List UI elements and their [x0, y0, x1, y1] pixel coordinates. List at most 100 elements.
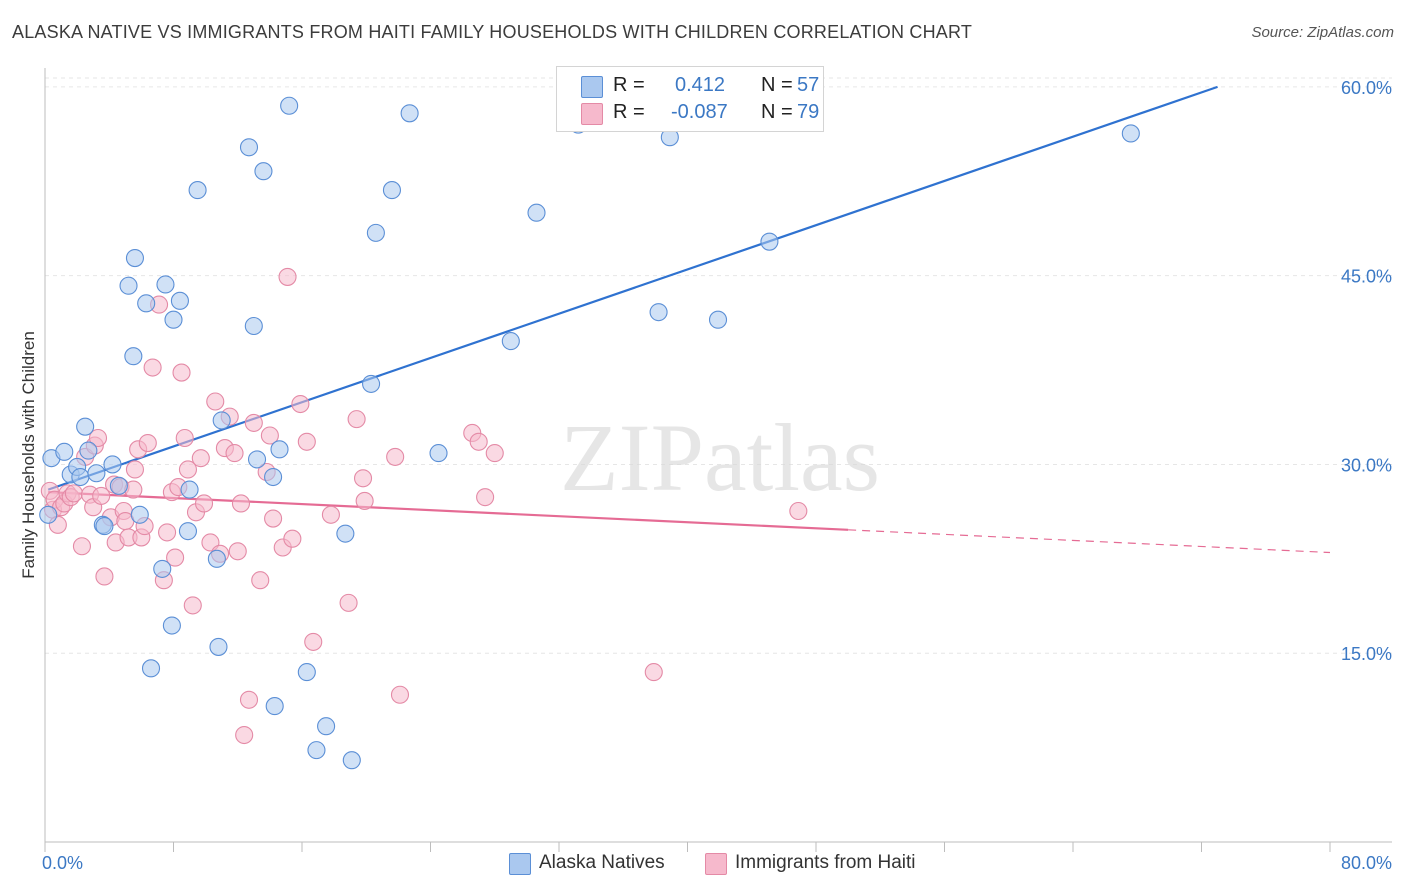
point-alaska-natives [87, 464, 106, 483]
point-alaska-natives [164, 310, 183, 329]
point-haiti [88, 428, 108, 448]
trend-line-haiti [48, 491, 849, 531]
point-alaska-natives [400, 104, 419, 123]
point-alaska-natives [297, 663, 316, 682]
legend-swatch-pink [581, 103, 603, 125]
point-haiti [95, 567, 114, 586]
legend-r-value: -0.087 [671, 101, 728, 123]
point-alaska-natives [39, 505, 58, 524]
point-haiti [476, 488, 495, 507]
point-haiti [260, 426, 279, 445]
bottom-legend-label: Immigrants from Haiti [735, 852, 916, 873]
point-alaska-natives [307, 741, 326, 760]
legend-n-label: N = [761, 74, 793, 96]
point-alaska-natives [247, 450, 267, 469]
y-tick-label: 60.0% [1341, 78, 1392, 98]
point-haiti [485, 444, 504, 463]
point-alaska-natives [207, 549, 226, 568]
point-alaska-natives [270, 440, 289, 459]
point-alaska-natives [280, 96, 299, 115]
correlation-legend: R = 0.412 N = 57 R = -0.087 N = 79 [556, 66, 824, 132]
bottom-legend-label: Alaska Natives [539, 852, 665, 873]
point-alaska-natives [649, 303, 668, 322]
point-alaska-natives [362, 374, 381, 393]
point-haiti [228, 542, 247, 561]
point-alaska-natives [336, 524, 355, 543]
chart-title: ALASKA NATIVE VS IMMIGRANTS FROM HAITI F… [12, 22, 973, 42]
point-alaska-natives [55, 442, 74, 461]
point-haiti [390, 685, 410, 704]
point-haiti [138, 433, 157, 453]
point-alaska-natives [254, 162, 273, 181]
point-alaska-natives [162, 616, 181, 635]
point-haiti [183, 596, 202, 615]
point-haiti [789, 501, 808, 521]
point-alaska-natives [527, 203, 546, 222]
point-haiti [175, 428, 194, 448]
point-haiti [353, 469, 373, 488]
point-alaska-natives [79, 441, 98, 460]
point-alaska-natives [317, 717, 336, 736]
point-haiti [72, 537, 91, 556]
point-alaska-natives [244, 316, 263, 336]
x-tick-label-min: 0.0% [42, 853, 83, 873]
point-alaska-natives [137, 294, 156, 313]
point-haiti [251, 571, 270, 590]
legend-r-value: 0.412 [675, 74, 726, 96]
point-alaska-natives [124, 347, 143, 366]
y-tick-label: 15.0% [1341, 644, 1392, 664]
gridlines [45, 77, 1392, 654]
bottom-legend-swatch-blue [509, 853, 531, 875]
point-alaska-natives [265, 697, 284, 716]
point-haiti [191, 449, 210, 468]
legend-n-value: 57 [797, 74, 820, 96]
point-alaska-natives [760, 232, 779, 251]
point-alaska-natives [1121, 124, 1140, 143]
point-haiti [386, 447, 405, 466]
point-haiti [235, 725, 254, 745]
point-haiti [321, 505, 340, 524]
trend-line-alaska-natives [47, 85, 1218, 491]
point-haiti [178, 460, 198, 479]
point-haiti [355, 491, 374, 510]
point-alaska-natives [180, 480, 199, 499]
legend-r-label: R = [613, 101, 645, 123]
point-alaska-natives [429, 444, 448, 463]
point-haiti [225, 444, 244, 463]
point-haiti [143, 358, 162, 377]
point-haiti [92, 486, 111, 505]
point-haiti [166, 548, 185, 567]
point-alaska-natives [109, 476, 128, 495]
point-alaska-natives [366, 223, 385, 242]
point-haiti [194, 494, 214, 513]
bottom-legend-swatch-pink [705, 853, 727, 875]
data-points [39, 96, 1140, 770]
legend-swatch-blue [581, 76, 603, 98]
point-haiti [347, 410, 366, 429]
point-haiti [206, 392, 225, 411]
point-alaska-natives [342, 751, 361, 770]
point-haiti [64, 484, 83, 503]
point-haiti [264, 509, 283, 528]
point-haiti [158, 523, 177, 542]
legend-r-label: R = [613, 74, 645, 96]
point-alaska-natives [382, 181, 402, 200]
y-tick-label: 30.0% [1341, 455, 1392, 475]
x-tick-label-max: 80.0% [1341, 853, 1392, 873]
point-haiti [339, 593, 358, 612]
point-alaska-natives [212, 411, 231, 430]
trend-line-haiti-extension [848, 529, 1331, 554]
point-alaska-natives [103, 455, 122, 474]
legend-n-value: 79 [797, 101, 820, 123]
point-haiti [469, 432, 488, 451]
point-haiti [244, 413, 263, 432]
watermark: ZIPatlas [560, 404, 880, 511]
y-tick-label: 45.0% [1341, 267, 1392, 287]
point-haiti [231, 494, 251, 513]
point-alaska-natives [178, 522, 198, 541]
point-alaska-natives [130, 505, 149, 524]
point-alaska-natives [71, 467, 90, 487]
point-alaska-natives [156, 275, 175, 294]
point-haiti [172, 363, 191, 382]
